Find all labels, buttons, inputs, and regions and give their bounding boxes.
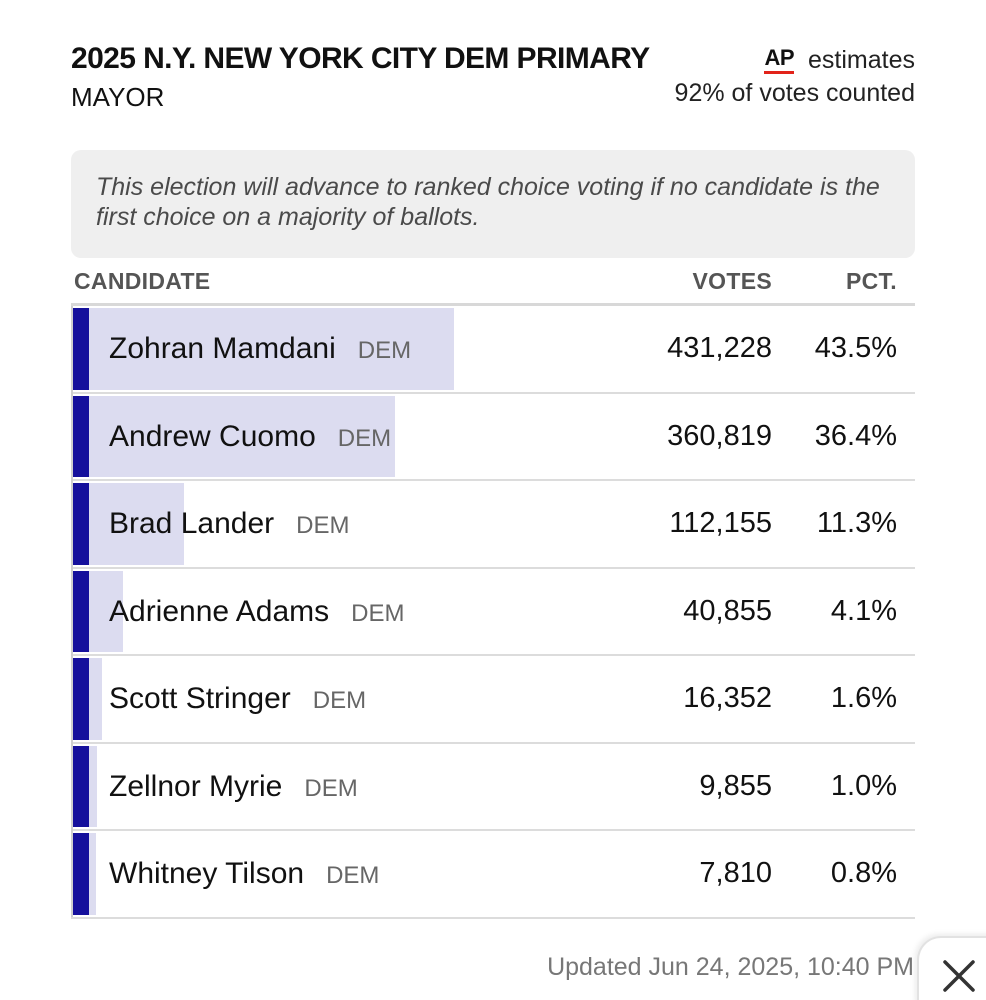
- candidate-name-cell: Scott Stringer DEM: [109, 656, 366, 741]
- candidate-party: DEM: [326, 862, 380, 889]
- candidate-votes: 9,855: [699, 769, 772, 802]
- candidate-name: Zellnor Myrie: [109, 769, 283, 803]
- candidate-votes: 112,155: [669, 507, 772, 539]
- close-button[interactable]: [917, 936, 986, 1000]
- candidate-party: DEM: [312, 687, 367, 714]
- candidate-row: Adrienne Adams DEM 40,855 4.1%: [71, 569, 915, 656]
- candidate-pct: 36.4%: [814, 419, 897, 452]
- table-left-border: [71, 306, 73, 917]
- candidate-pct: 43.5%: [814, 332, 897, 364]
- results-header: 2025 N.Y. NEW YORK CITY DEM PRIMARY MAYO…: [71, 40, 915, 120]
- candidate-name: Adrienne Adams: [109, 594, 330, 628]
- vote-share-bar: [89, 308, 455, 390]
- vote-share-bar: [89, 483, 184, 565]
- candidate-pct: 0.8%: [830, 857, 897, 889]
- party-color-bar: [73, 658, 89, 740]
- ap-logo: AP: [764, 47, 795, 74]
- party-color-bar: [73, 395, 89, 477]
- ap-estimate-block: AP estimates 92% of votes counted: [675, 46, 915, 108]
- ranked-choice-notice: This election will advance to ranked cho…: [71, 150, 915, 258]
- header-divider: [71, 303, 915, 306]
- candidate-row: Andrew Cuomo DEM 360,819 36.4%: [71, 394, 915, 481]
- candidate-name: Brad Lander: [109, 507, 275, 540]
- candidate-party: DEM: [337, 424, 392, 452]
- candidate-name: Scott Stringer: [109, 682, 291, 715]
- results-table: Zohran Mamdani DEM 431,228 43.5% Andrew Cuom…: [71, 306, 915, 919]
- candidate-votes: 431,228: [667, 332, 772, 364]
- vote-share-bar: [89, 395, 395, 477]
- party-color-bar: [73, 570, 89, 652]
- candidate-pct: 11.3%: [816, 507, 897, 539]
- candidate-name: Zohran Mamdani: [109, 332, 336, 365]
- party-color-bar: [73, 483, 89, 565]
- candidate-party: DEM: [357, 337, 412, 364]
- column-header-votes: VOTES: [692, 268, 772, 294]
- updated-timestamp: Updated Jun 24, 2025, 10:40 PM: [547, 953, 914, 981]
- party-color-bar: [73, 308, 89, 390]
- candidate-pct: 4.1%: [830, 594, 897, 627]
- candidate-row: Zellnor Myrie DEM 9,855 1.0%: [71, 744, 915, 831]
- candidate-votes: 7,810: [699, 857, 772, 889]
- candidate-name-cell: Zellnor Myrie DEM: [109, 744, 358, 829]
- vote-share-bar: [89, 833, 96, 915]
- candidate-name-cell: Brad Lander DEM: [109, 481, 349, 566]
- candidate-name: Andrew Cuomo: [109, 419, 316, 453]
- party-color-bar: [73, 745, 89, 827]
- candidate-votes: 16,352: [683, 682, 772, 714]
- candidate-name-cell: Adrienne Adams DEM: [109, 569, 404, 654]
- ap-estimates-label: estimates: [808, 46, 915, 74]
- candidate-row: Zohran Mamdani DEM 431,228 43.5%: [71, 306, 915, 394]
- candidate-votes: 360,819: [667, 419, 772, 452]
- candidate-name-cell: Whitney Tilson DEM: [109, 831, 379, 916]
- candidate-party: DEM: [304, 774, 358, 802]
- candidate-party: DEM: [296, 512, 350, 539]
- race-title: 2025 N.Y. NEW YORK CITY DEM PRIMARY: [71, 42, 650, 75]
- candidate-row: Scott Stringer DEM 16,352 1.6%: [71, 656, 915, 744]
- candidate-row: Whitney Tilson DEM 7,810 0.8%: [71, 831, 915, 919]
- column-header-candidate: CANDIDATE: [74, 268, 211, 294]
- vote-share-bar: [89, 658, 103, 740]
- vote-share-bar: [89, 570, 124, 652]
- vote-share-bar: [89, 745, 98, 827]
- party-color-bar: [73, 833, 89, 915]
- candidate-pct: 1.6%: [830, 682, 897, 714]
- candidate-name-cell: Andrew Cuomo DEM: [109, 394, 391, 479]
- candidate-votes: 40,855: [683, 594, 772, 627]
- race-office: MAYOR: [71, 82, 165, 112]
- votes-counted: 92% of votes counted: [674, 79, 915, 107]
- candidate-party: DEM: [351, 599, 405, 627]
- candidate-name-cell: Zohran Mamdani DEM: [109, 306, 411, 391]
- candidate-row: Brad Lander DEM 112,155 11.3%: [71, 481, 915, 569]
- candidate-name: Whitney Tilson: [109, 857, 305, 890]
- candidate-pct: 1.0%: [830, 769, 897, 802]
- column-header-pct: PCT.: [845, 268, 897, 294]
- close-icon: [943, 960, 975, 992]
